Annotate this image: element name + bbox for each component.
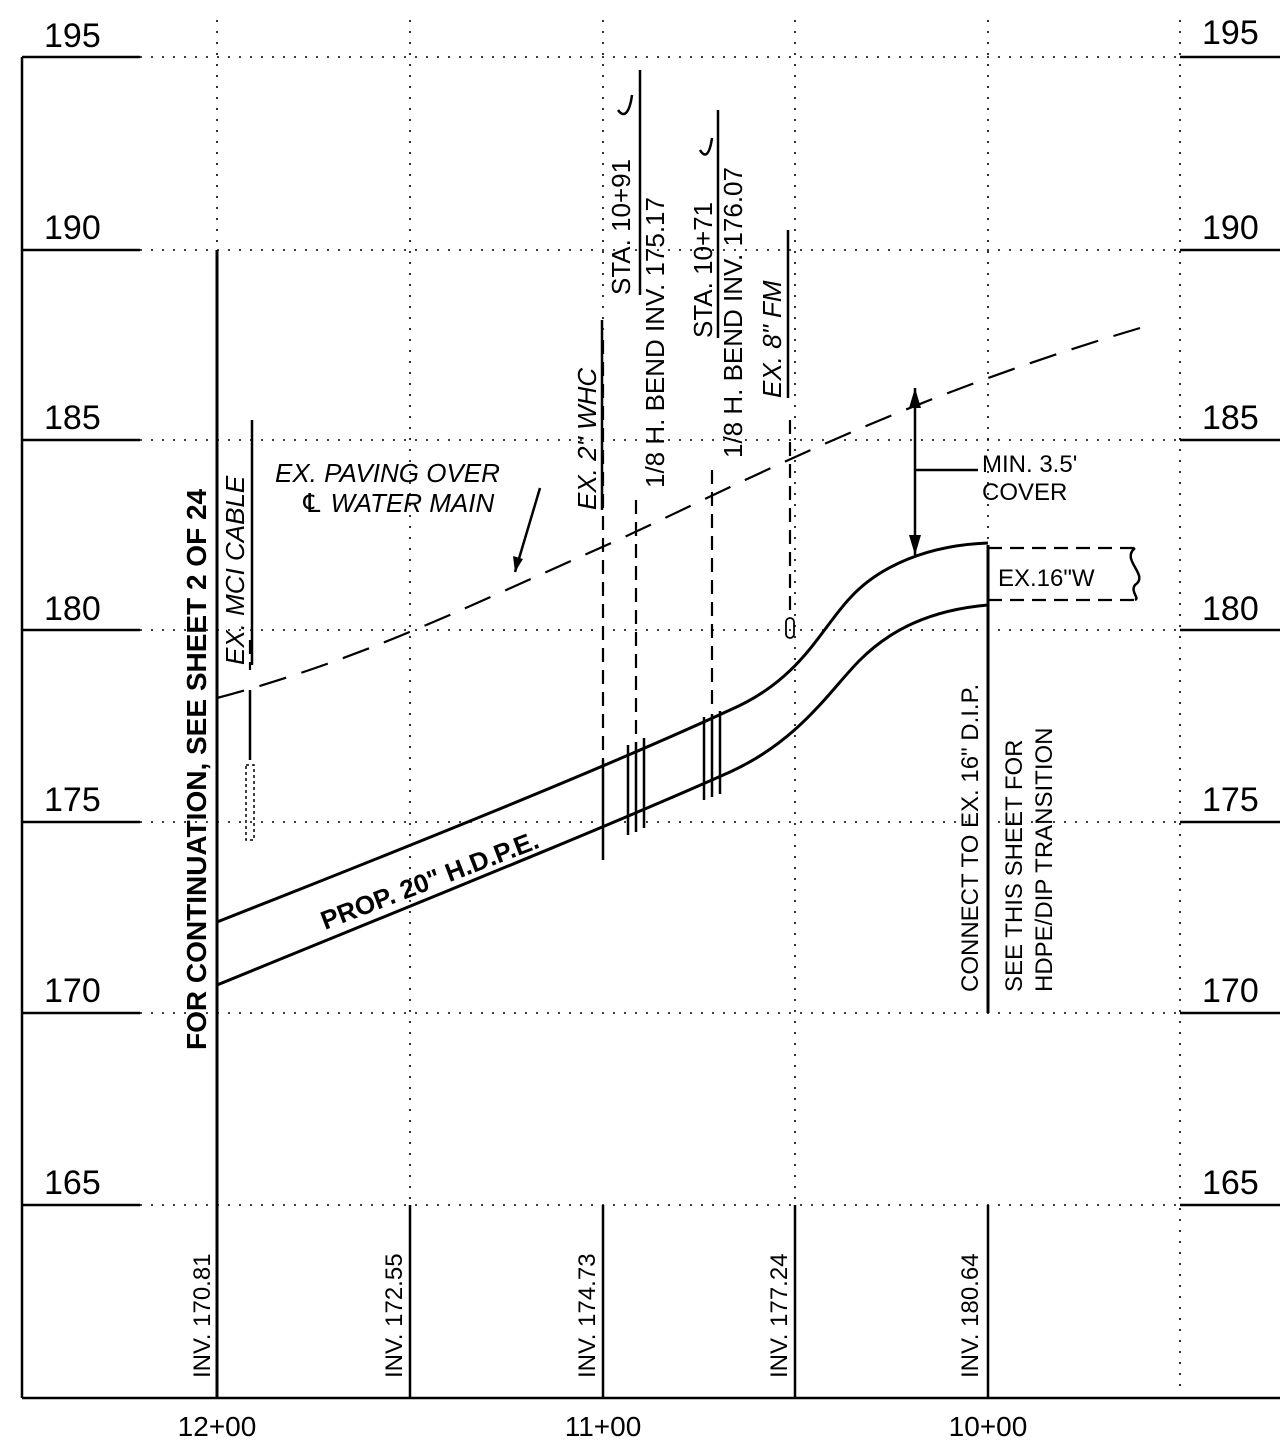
elevation-label: 170 — [44, 972, 101, 1010]
elevation-label: 185 — [44, 399, 101, 437]
elevation-label: 185 — [1202, 399, 1259, 437]
bend1-station: STA. 10+91 — [606, 159, 636, 295]
invert-labels: INV. 170.81 INV. 172.55 INV. 174.73 INV.… — [189, 1253, 984, 1378]
mci-cable-label: EX. MCI CABLE — [220, 475, 250, 665]
continuation-note: FOR CONTINUATION, SEE SHEET 2 OF 24 — [181, 488, 212, 1050]
elevation-label: 190 — [44, 209, 101, 247]
station-labels: 12+00 11+00 10+00 — [178, 1411, 1028, 1442]
invert-label: INV. 174.73 — [574, 1253, 601, 1378]
invert-label: INV. 170.81 — [189, 1253, 216, 1378]
cover-note-line2: COVER — [982, 479, 1067, 506]
pipe-label: PROP. 20" H.D.P.E. — [316, 825, 542, 936]
bend2-description: 1/8 H. BEND INV. 176.07 — [718, 167, 748, 458]
elevation-label: 195 — [44, 17, 101, 55]
paving-note-line1: EX. PAVING OVER — [275, 458, 500, 488]
invert-label: INV. 172.55 — [381, 1253, 408, 1378]
proposed-hdpe-pipe — [216, 541, 989, 987]
invert-label: INV. 180.64 — [957, 1253, 984, 1378]
elevation-label: 195 — [1202, 14, 1259, 52]
elevation-label: 175 — [44, 781, 101, 819]
drawing-frame — [20, 57, 1280, 1400]
elevation-label: 165 — [44, 1164, 101, 1202]
elevation-label: 170 — [1202, 972, 1259, 1010]
station-grid — [216, 20, 1181, 1395]
connect-note: CONNECT TO EX. 16" D.I.P. — [957, 684, 984, 992]
paving-note-line2: ℄ WATER MAIN — [300, 488, 494, 518]
cover-note-line1: MIN. 3.5' — [982, 451, 1077, 478]
transition-note-line1: SEE THIS SHEET FOR — [1001, 739, 1028, 992]
station-label: 12+00 — [178, 1411, 257, 1442]
elevation-label: 165 — [1202, 1164, 1259, 1202]
ex-water-label: EX.16"W — [998, 565, 1095, 592]
station-label: 11+00 — [565, 1411, 642, 1442]
min-cover-dimension — [909, 388, 978, 555]
fm-label: EX. 8" FM — [757, 280, 787, 398]
pipe-bottom-wall — [216, 603, 989, 987]
elevation-label: 180 — [44, 590, 101, 628]
station-label: 10+00 — [949, 1411, 1028, 1442]
whc-label: EX. 2" WHC — [572, 368, 602, 510]
pipe-top-wall — [216, 541, 989, 924]
invert-label: INV. 177.24 — [766, 1253, 793, 1378]
bend1-description: 1/8 H. BEND INV. 175.17 — [640, 197, 670, 488]
transition-note-line2: HDPE/DIP TRANSITION — [1031, 728, 1058, 993]
elevation-label: 180 — [1202, 590, 1259, 628]
elevation-label: 175 — [1202, 781, 1259, 819]
elevation-labels-right: 195 190 185 180 175 170 165 — [1202, 14, 1259, 1202]
existing-paving-line — [216, 326, 1141, 700]
bend2-station: STA. 10+71 — [688, 202, 718, 338]
elevation-ticks — [22, 55, 1280, 1207]
elevation-labels-left: 195 190 185 180 175 170 165 — [44, 17, 101, 1202]
elevation-label: 190 — [1202, 209, 1259, 247]
existing-16in-water — [988, 546, 1141, 602]
